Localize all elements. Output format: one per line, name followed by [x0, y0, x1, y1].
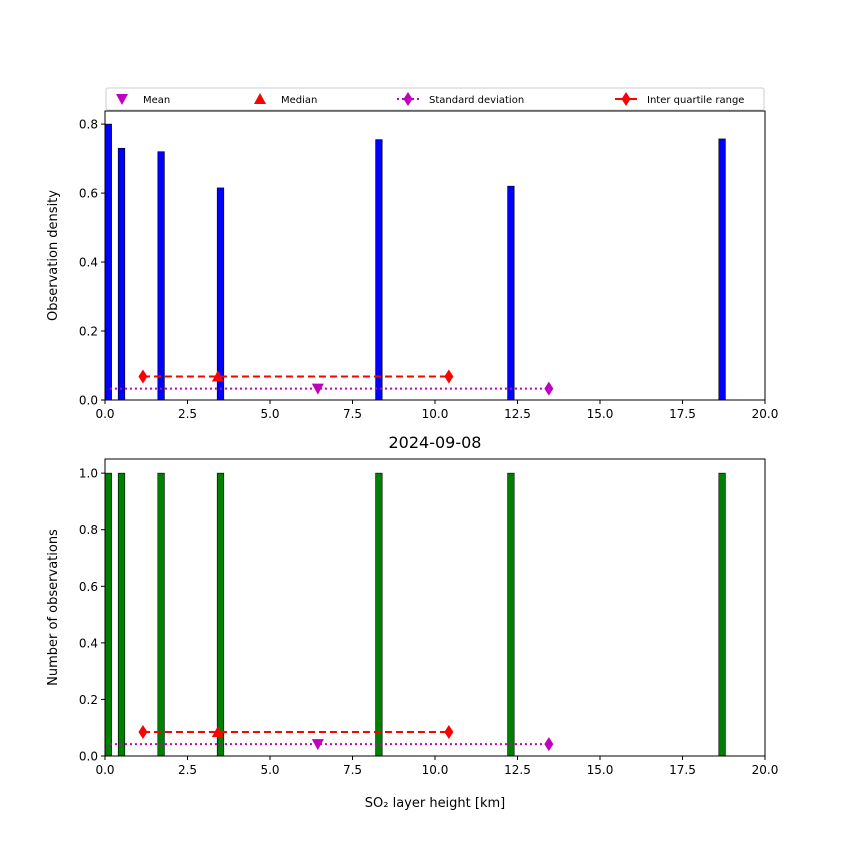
legend-frame [105, 87, 765, 111]
legend-item: Inter quartile range [615, 92, 744, 106]
x-tick-label: 17.5 [669, 407, 696, 421]
y-tick-label: 0.4 [79, 636, 98, 650]
y-tick-label: 0.0 [79, 394, 98, 408]
iqr-marker-high [444, 724, 454, 739]
x-tick-label: 7.5 [343, 407, 362, 421]
bar [507, 472, 515, 756]
mean-marker [311, 383, 324, 395]
y-tick-label: 0.6 [79, 187, 98, 201]
bottom-x-ticks: 0.0 2.5 5.0 7.5 10.0 12.5 15.0 17.5 20.0 [95, 756, 778, 777]
y-tick-label: 0.2 [79, 325, 98, 339]
x-tick-label: 17.5 [669, 763, 696, 777]
x-tick-label: 12.5 [504, 407, 531, 421]
std-dev-marker [544, 737, 554, 752]
panel-top: 0.0 2.5 5.0 7.5 10.0 12.5 15.0 17.5 20.0 0.00.20… [46, 110, 778, 421]
legend-marker [254, 93, 266, 104]
bottom-bars [105, 472, 726, 756]
bar [216, 187, 225, 400]
bar [157, 151, 165, 400]
y-tick-label: 0.6 [79, 580, 98, 594]
bar [105, 472, 112, 756]
y-tick-label: 0.8 [79, 523, 98, 537]
x-tick-label: 0.0 [95, 763, 114, 777]
x-tick-label: 5.0 [260, 407, 279, 421]
top-y-ticks: 0.0 0.2 0.4 0.6 0.8 [79, 118, 105, 408]
bar [117, 147, 126, 400]
x-tick-label: 10.0 [422, 407, 449, 421]
bar [375, 139, 383, 400]
x-tick-label: 15.0 [587, 407, 614, 421]
mean-marker [311, 739, 324, 751]
x-tick-label: 20.0 [752, 407, 779, 421]
bottom-stats [109, 724, 554, 752]
top-bars [105, 123, 726, 400]
y-tick-label: 1.0 [79, 467, 98, 481]
bar [105, 123, 112, 400]
legend: Mean Median Standard deviation Inter quarti… [105, 87, 765, 111]
bar [507, 185, 515, 400]
bar [216, 472, 225, 756]
bar [157, 472, 165, 756]
x-tick-label: 2.5 [178, 407, 197, 421]
iqr-marker-low [138, 369, 148, 384]
legend-label: Mean [143, 95, 170, 106]
legend-item: Median [254, 93, 317, 106]
bottom-y-axis-label: Number of observations [46, 529, 61, 686]
x-tick-label: 15.0 [587, 763, 614, 777]
bar [718, 138, 726, 400]
iqr-marker-high [444, 369, 454, 384]
chart-title: 2024-09-08 [389, 433, 482, 452]
x-tick-label: 5.0 [260, 763, 279, 777]
std-dev-marker [544, 381, 554, 396]
legend-items: Mean Median Standard deviation Inter quarti… [116, 92, 744, 106]
legend-marker [403, 92, 413, 106]
x-tick-label: 2.5 [178, 763, 197, 777]
legend-marker [621, 92, 631, 106]
x-tick-label: 12.5 [504, 763, 531, 777]
median-marker [211, 370, 224, 382]
y-tick-label: 0.2 [79, 693, 98, 707]
bar [375, 472, 383, 756]
bar [117, 472, 126, 756]
top-y-axis-label: Observation density [46, 190, 61, 321]
median-marker [211, 725, 224, 737]
y-tick-label: 0.4 [79, 256, 98, 270]
legend-item: Mean [116, 94, 170, 106]
bar [718, 472, 726, 756]
y-tick-label: 0.8 [79, 118, 98, 132]
legend-item: Standard deviation [397, 92, 524, 106]
legend-marker [116, 94, 128, 105]
bottom-x-axis-label: SO₂ layer height [km] [365, 796, 505, 811]
top-x-ticks: 0.0 2.5 5.0 7.5 10.0 12.5 15.0 17.5 20.0 [95, 400, 778, 421]
x-tick-label: 20.0 [752, 763, 779, 777]
legend-label: Standard deviation [429, 95, 524, 106]
y-tick-label: 0.0 [79, 750, 98, 764]
top-stats [109, 369, 554, 396]
legend-label: Inter quartile range [647, 95, 744, 106]
legend-label: Median [281, 95, 317, 106]
x-tick-label: 7.5 [343, 763, 362, 777]
iqr-marker-low [138, 724, 148, 739]
x-tick-label: 0.0 [95, 407, 114, 421]
panel-bottom: 2024-09-08 0.0 2.5 5.0 7.5 10.0 12.5 15.0 17.5 2… [46, 433, 778, 811]
bottom-y-ticks: 0.0 0.2 0.4 0.6 0.8 1.0 [79, 467, 105, 764]
x-tick-label: 10.0 [422, 763, 449, 777]
